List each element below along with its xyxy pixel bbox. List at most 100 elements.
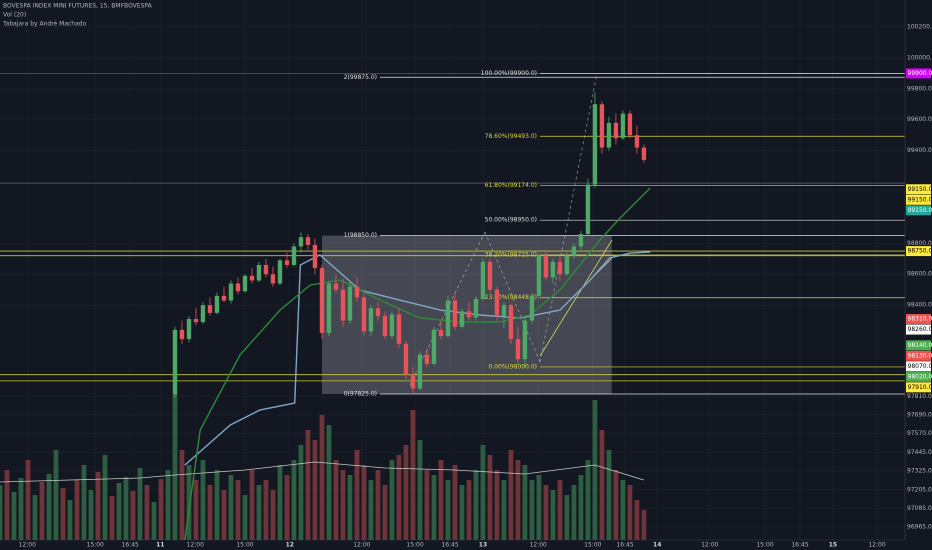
candle-body bbox=[228, 283, 234, 301]
volume-bar bbox=[270, 490, 276, 540]
candle-body bbox=[340, 289, 346, 321]
fib-label: 78.60%(99493.0) bbox=[485, 133, 537, 140]
x-tick-label: 12:00 bbox=[868, 542, 885, 549]
volume-bar bbox=[235, 480, 241, 540]
volume-bar bbox=[417, 440, 423, 540]
volume-bar bbox=[109, 496, 115, 540]
x-tick-label: 15:00 bbox=[756, 542, 773, 549]
trend-dash bbox=[539, 72, 598, 363]
fib-label: 61.80%(99174.0) bbox=[485, 182, 537, 189]
volume-bar bbox=[571, 485, 577, 540]
price-tag bbox=[906, 361, 931, 372]
price-tag bbox=[906, 382, 931, 393]
candle-body bbox=[361, 297, 367, 332]
volume-bar bbox=[151, 502, 157, 540]
volume-bar bbox=[641, 510, 647, 540]
price-tag-label: 98020.0 bbox=[908, 373, 932, 380]
candle-body bbox=[242, 275, 248, 292]
candle-body bbox=[613, 122, 619, 139]
candle-body bbox=[221, 295, 227, 301]
y-tick-label: 98400.0 bbox=[907, 302, 932, 309]
candle-body bbox=[578, 234, 584, 247]
volume-bar bbox=[172, 395, 178, 540]
x-tick-label: 12:00 bbox=[19, 542, 36, 549]
candle-body bbox=[536, 255, 542, 296]
price-tag-label: 97910.0 bbox=[908, 384, 932, 391]
candle-body bbox=[214, 295, 220, 313]
volume-bar bbox=[158, 479, 164, 540]
x-tick-label: 13 bbox=[479, 542, 487, 549]
candle-body bbox=[494, 289, 500, 316]
volume-bar bbox=[137, 468, 143, 540]
x-tick-label: 15 bbox=[829, 542, 837, 549]
candle-body bbox=[410, 374, 416, 389]
candle-body bbox=[606, 122, 612, 148]
candle-body bbox=[354, 286, 360, 298]
volume-bar bbox=[333, 460, 339, 540]
volume-bar bbox=[606, 450, 612, 540]
fib-label: 0(97825.0) bbox=[344, 390, 377, 397]
candle-body bbox=[564, 255, 570, 275]
volume-bar bbox=[291, 460, 297, 540]
y-tick-label: 97570.0 bbox=[907, 430, 932, 437]
volume-bar bbox=[592, 400, 598, 540]
volume-bar bbox=[165, 470, 171, 540]
volume-bar bbox=[81, 465, 87, 540]
candle-body bbox=[207, 305, 213, 313]
x-tick-label: 12:00 bbox=[187, 542, 204, 549]
candle-body bbox=[347, 286, 353, 321]
candle-body bbox=[571, 246, 577, 256]
chart-title: BOVESPA INDEX MINI FUTURES, 15, BMFBOVES… bbox=[3, 3, 153, 10]
y-tick-label: 97085.0 bbox=[907, 505, 932, 512]
price-tag bbox=[906, 324, 931, 335]
x-tick-label: 16:45 bbox=[616, 542, 633, 549]
volume-bar bbox=[186, 465, 192, 540]
volume-bar bbox=[578, 475, 584, 540]
volume-bar bbox=[0, 485, 3, 540]
candle-body bbox=[620, 113, 626, 139]
candle-body bbox=[508, 305, 514, 340]
x-tick-label: 16:45 bbox=[791, 542, 808, 549]
volume-bar bbox=[200, 460, 206, 540]
volume-bar bbox=[536, 475, 542, 540]
indicator-label: Tabajara by André Machado bbox=[2, 21, 87, 28]
candle-body bbox=[529, 295, 535, 321]
volume-bar bbox=[375, 470, 381, 540]
candle-body bbox=[312, 244, 318, 269]
volume-bar bbox=[466, 480, 472, 540]
volume-bar bbox=[74, 480, 80, 540]
volume-bar bbox=[67, 500, 73, 540]
candle-body bbox=[319, 268, 325, 333]
volume-bar bbox=[144, 485, 150, 540]
volume-bar bbox=[634, 500, 640, 540]
volume-bar bbox=[410, 410, 416, 540]
y-tick-label: 99600.0 bbox=[907, 116, 932, 123]
volume-layer bbox=[0, 395, 647, 540]
volume-bar bbox=[214, 470, 220, 540]
price-tag bbox=[906, 314, 931, 325]
volume-bar bbox=[305, 430, 311, 540]
volume-bar bbox=[585, 460, 591, 540]
candle-body bbox=[634, 135, 640, 148]
x-tick-label: 15:00 bbox=[87, 542, 104, 549]
volume-bar bbox=[501, 480, 507, 540]
price-tag bbox=[906, 246, 931, 257]
x-tick-label: 12:00 bbox=[530, 542, 547, 549]
candle-body bbox=[179, 329, 185, 340]
price-tag bbox=[906, 184, 931, 195]
candle-body bbox=[200, 305, 206, 323]
volume-bar bbox=[53, 450, 59, 540]
fib-label: 1(98850.0) bbox=[344, 232, 377, 239]
grid bbox=[0, 0, 905, 540]
price-tag bbox=[906, 68, 931, 79]
moving-average bbox=[184, 251, 651, 466]
price-tag bbox=[906, 194, 931, 205]
volume-bar bbox=[403, 445, 409, 540]
y-tick-label: 97445.0 bbox=[907, 449, 932, 456]
candle-body bbox=[263, 264, 269, 275]
y-tick-label: 97810.0 bbox=[907, 393, 932, 400]
x-tick-label: 15:00 bbox=[236, 542, 253, 549]
candle-body bbox=[389, 314, 395, 337]
fib-label: 23.60%(98448.0) bbox=[485, 294, 537, 301]
